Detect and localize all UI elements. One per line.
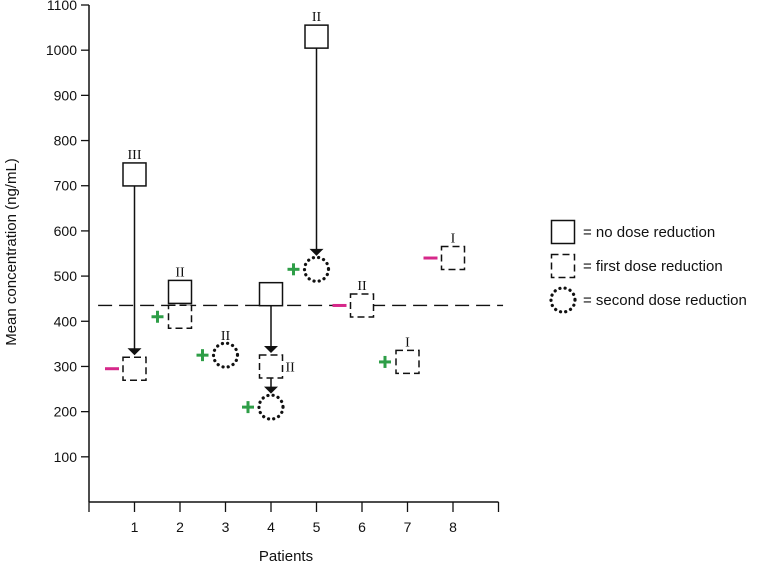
grade-label-0: III (128, 148, 142, 163)
point-2 (167, 279, 193, 305)
axes: 100 200 300 400 500 600 700 800 900 1000 1100 1 2 3 4 5… (46, 0, 500, 535)
arrows (127, 48, 324, 394)
y-tick-label-1000: 1000 (46, 42, 77, 58)
point-3 (167, 304, 193, 330)
legend-label-0: = no dose reduction (583, 224, 715, 241)
legend-marker-2 (549, 286, 577, 314)
arrow-head-1 (264, 345, 278, 353)
arrow-head-3 (309, 248, 324, 256)
point-6 (258, 354, 284, 379)
legend-label-1: = first dose reduction (583, 258, 723, 275)
point-1 (122, 356, 147, 381)
y-tick-label-100: 100 (54, 449, 78, 465)
x-tick-label-6: 6 (358, 519, 366, 535)
point-0 (122, 162, 147, 187)
x-tick-label-3: 3 (222, 519, 230, 535)
grade-label-8: II (312, 10, 322, 25)
arrow-head-0 (127, 348, 142, 356)
grade-label-11: I (405, 335, 410, 350)
plus-sign-9 (287, 263, 300, 276)
x-axis-label: Patients (259, 548, 313, 565)
point-11 (395, 349, 420, 375)
grade-label-6: II (286, 360, 296, 375)
y-tick-label-1100: 1100 (47, 0, 77, 13)
x-tick-label-2: 2 (176, 519, 184, 535)
plus-sign-7 (242, 401, 254, 414)
y-tick-label-200: 200 (54, 404, 78, 420)
y-tick-label-300: 300 (54, 358, 78, 374)
grade-label-10: II (357, 279, 367, 294)
y-tick-label-400: 400 (54, 313, 78, 329)
point-12 (440, 245, 466, 271)
y-tick-label-900: 900 (54, 87, 78, 103)
point-8 (304, 24, 329, 49)
x-tick-label-1: 1 (131, 519, 139, 535)
grade-label-12: I (451, 232, 456, 247)
legend-label-2: = second dose reduction (583, 292, 747, 309)
x-tick-label-4: 4 (267, 519, 275, 535)
point-5 (258, 281, 284, 307)
legend: = no dose reduction = first dose reductio… (549, 219, 747, 314)
plus-sign-3 (151, 310, 164, 323)
plus-sign-4 (196, 349, 209, 362)
grade-label-2: II (175, 265, 185, 280)
arrow-head-2 (264, 386, 278, 394)
point-7 (257, 393, 285, 421)
y-tick-label-500: 500 (54, 268, 78, 284)
point-9 (302, 255, 331, 283)
x-tick-label-5: 5 (313, 519, 321, 535)
y-tick-label-800: 800 (54, 133, 78, 149)
x-tick-label-8: 8 (449, 519, 457, 535)
y-tick-label-700: 700 (54, 178, 78, 194)
x-tick-label-7: 7 (404, 519, 412, 535)
point-4 (211, 341, 240, 369)
grade-label-4: II (221, 329, 231, 344)
y-axis-label: Mean concentration (ng/mL) (3, 158, 20, 346)
point-10 (349, 293, 375, 318)
legend-marker-1 (550, 253, 576, 279)
legend-marker-0 (550, 219, 576, 245)
y-tick-label-600: 600 (54, 223, 78, 239)
plus-sign-11 (379, 355, 391, 368)
